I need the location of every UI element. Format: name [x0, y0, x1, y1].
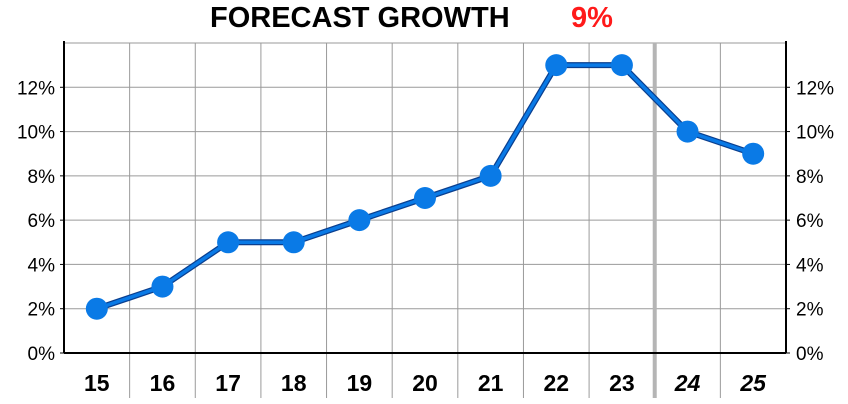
growth-highlight-value: 9%	[571, 2, 613, 34]
data-point-15	[85, 297, 108, 320]
data-point-16	[151, 275, 174, 298]
y-tick-left-8%: 8%	[28, 167, 56, 188]
y-tick-left-4%: 4%	[28, 255, 56, 276]
y-tick-left-6%: 6%	[28, 211, 56, 232]
data-point-22	[545, 54, 568, 77]
data-point-24	[676, 120, 699, 143]
x-tick-22: 22	[543, 370, 569, 396]
series-layer	[85, 54, 765, 320]
data-point-18	[282, 231, 305, 254]
x-tick-25: 25	[739, 370, 767, 396]
tick-layer: 0% 0% 2% 2% 4% 4% 6% 6% 8% 8% 10% 10% 12% 12% 15 16 17 18…	[17, 78, 834, 396]
y-tick-left-10%: 10%	[17, 123, 55, 144]
data-point-20	[414, 187, 436, 209]
axis-layer	[60, 41, 790, 354]
y-tick-right-0%: 0%	[796, 344, 824, 365]
x-tick-21: 21	[478, 370, 504, 396]
y-tick-left-0%: 0%	[28, 344, 56, 365]
y-tick-right-8%: 8%	[796, 167, 824, 188]
data-point-17	[217, 231, 240, 254]
chart-title: FORECAST GROWTH	[210, 2, 510, 34]
y-tick-right-10%: 10%	[796, 123, 834, 144]
y-tick-left-12%: 12%	[17, 78, 55, 99]
x-tick-15: 15	[84, 370, 110, 396]
grid-layer	[64, 42, 786, 398]
data-point-19	[348, 209, 371, 232]
data-point-25	[742, 142, 765, 165]
data-point-23	[610, 54, 633, 77]
x-tick-17: 17	[215, 370, 241, 396]
x-tick-24: 24	[674, 370, 701, 396]
y-tick-right-12%: 12%	[796, 78, 834, 99]
y-tick-right-6%: 6%	[796, 211, 824, 232]
y-tick-right-4%: 4%	[796, 255, 824, 276]
data-point-21	[479, 164, 502, 187]
x-tick-20: 20	[412, 370, 438, 396]
y-tick-left-2%: 2%	[28, 300, 56, 321]
x-tick-16: 16	[150, 370, 176, 396]
x-tick-18: 18	[281, 370, 307, 396]
y-tick-right-2%: 2%	[796, 300, 824, 321]
x-tick-23: 23	[609, 370, 635, 396]
x-tick-19: 19	[347, 370, 373, 396]
